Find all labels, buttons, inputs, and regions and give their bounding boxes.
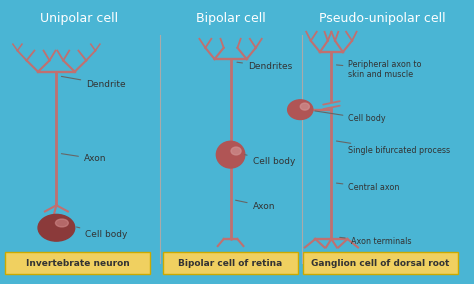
Ellipse shape xyxy=(231,147,241,155)
Ellipse shape xyxy=(300,103,310,110)
Text: Invertebrate neuron: Invertebrate neuron xyxy=(26,259,129,268)
FancyBboxPatch shape xyxy=(302,252,458,274)
Text: Peripheral axon to
skin and muscle: Peripheral axon to skin and muscle xyxy=(337,60,422,79)
Ellipse shape xyxy=(55,219,68,227)
Ellipse shape xyxy=(38,214,75,241)
FancyBboxPatch shape xyxy=(5,252,150,274)
Text: Axon terminals: Axon terminals xyxy=(340,237,411,246)
Text: Dendrite: Dendrite xyxy=(62,76,126,89)
FancyBboxPatch shape xyxy=(1,1,460,35)
Text: Ganglion cell of dorsal root: Ganglion cell of dorsal root xyxy=(311,259,450,268)
Text: Unipolar cell: Unipolar cell xyxy=(40,12,118,25)
Text: Central axon: Central axon xyxy=(337,183,400,192)
Ellipse shape xyxy=(216,141,245,168)
Ellipse shape xyxy=(288,100,313,120)
Text: Axon: Axon xyxy=(62,154,106,163)
Text: Bipolar cell of retina: Bipolar cell of retina xyxy=(178,259,283,268)
FancyBboxPatch shape xyxy=(163,252,299,274)
Text: Cell body: Cell body xyxy=(245,155,295,166)
Text: Axon: Axon xyxy=(236,200,275,211)
Text: Dendrites: Dendrites xyxy=(237,62,292,71)
Text: Cell body: Cell body xyxy=(315,111,386,124)
Text: Single bifurcated process: Single bifurcated process xyxy=(337,141,450,156)
Text: Cell body: Cell body xyxy=(76,227,128,239)
Text: Bipolar cell: Bipolar cell xyxy=(196,12,265,25)
Text: Pseudo-unipolar cell: Pseudo-unipolar cell xyxy=(319,12,445,25)
